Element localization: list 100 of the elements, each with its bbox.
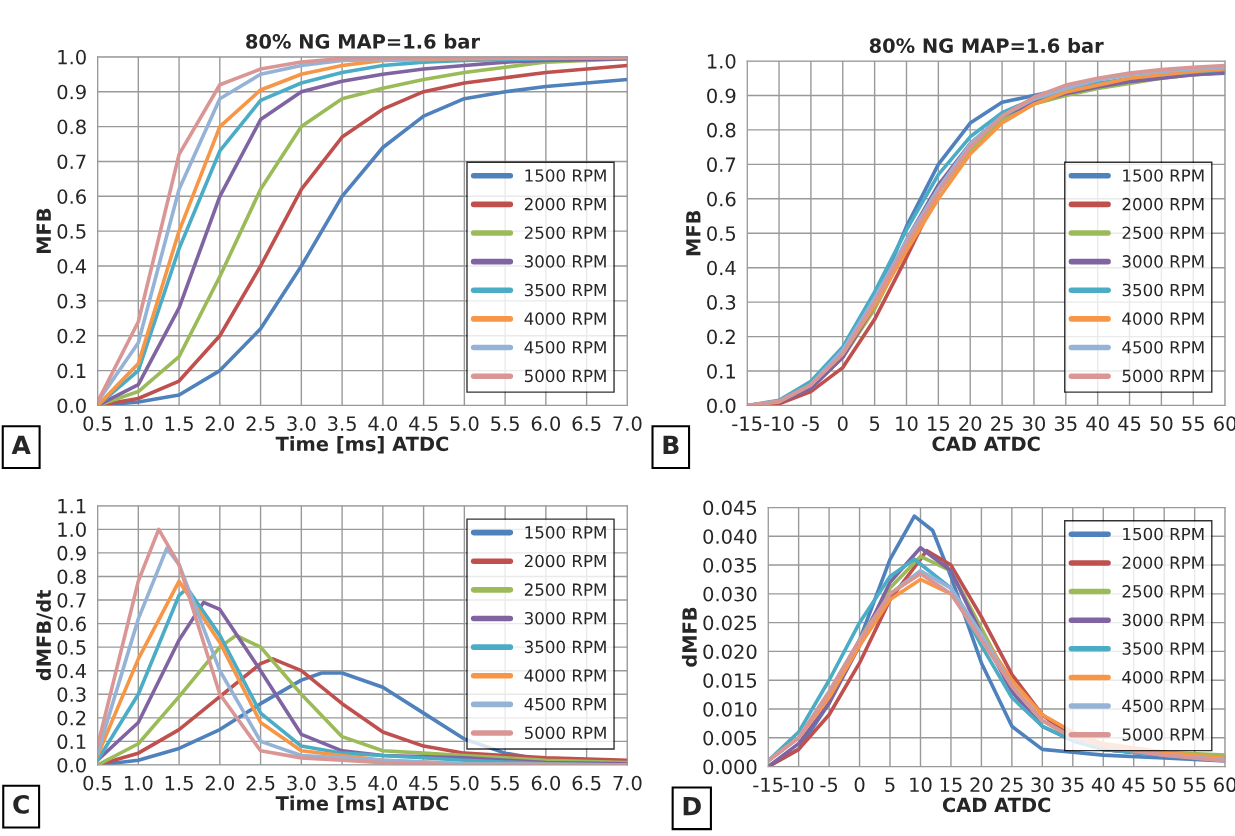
y-tick-label: 0.6 bbox=[57, 189, 86, 204]
y-tick-label: 0.035 bbox=[703, 558, 757, 573]
y-tick-label: 0.9 bbox=[707, 88, 736, 104]
x-tick-label: 6.0 bbox=[531, 775, 561, 791]
x-tick-label: 25 bbox=[991, 416, 1013, 431]
y-axis-title: dMFB bbox=[681, 607, 697, 667]
y-tick-label: 0.4 bbox=[707, 260, 736, 276]
x-tick-label: 0 bbox=[837, 416, 848, 431]
y-tick-label: 0.020 bbox=[703, 644, 757, 660]
x-tick-label: 2.0 bbox=[205, 416, 234, 431]
y-tick-label: 0.3 bbox=[57, 293, 86, 309]
text: C bbox=[13, 794, 29, 814]
legend-label: 2500 RPM bbox=[524, 226, 606, 240]
legend-label: 4000 RPM bbox=[524, 312, 606, 325]
legend-label: 4000 RPM bbox=[524, 669, 606, 682]
y-tick-label: 0.4 bbox=[57, 663, 87, 679]
legend-label: 3000 RPM bbox=[1122, 613, 1204, 627]
x-tick-label: 4.5 bbox=[409, 775, 438, 791]
legend-label: 2000 RPM bbox=[524, 554, 606, 568]
y-tick-label: 0.7 bbox=[57, 154, 86, 170]
x-tick-label: 50 bbox=[1150, 416, 1173, 431]
y-tick-label: 0.6 bbox=[707, 191, 736, 207]
legend-label: 1500 RPM bbox=[1123, 169, 1204, 182]
y-tick-label: 0.5 bbox=[57, 224, 86, 239]
legend-label: 1500 RPM bbox=[525, 526, 606, 539]
x-tick-label: 20 bbox=[959, 416, 982, 431]
legend-label: 2500 RPM bbox=[1122, 585, 1204, 598]
x-tick-label: 1.5 bbox=[165, 775, 193, 791]
x-tick-label: 25 bbox=[1000, 777, 1023, 793]
y-tick-label: 0.8 bbox=[57, 569, 86, 585]
y-tick-label: 0.3 bbox=[57, 687, 86, 702]
x-tick-label: 4.0 bbox=[368, 775, 398, 791]
y-tick-label: 0.030 bbox=[703, 586, 757, 602]
x-tick-label: 35 bbox=[1054, 416, 1077, 431]
x-tick-label: 15 bbox=[928, 416, 950, 431]
y-axis-title: MFB bbox=[686, 210, 701, 256]
x-tick-label: 45 bbox=[1122, 777, 1145, 793]
y-tick-label: 0.2 bbox=[57, 710, 86, 726]
y-tick-label: 1.1 bbox=[58, 498, 86, 514]
legend-label: 4500 RPM bbox=[1122, 699, 1204, 713]
x-tick-label: 2.5 bbox=[246, 416, 275, 431]
x-tick-label: 6.0 bbox=[531, 416, 561, 431]
x-tick-label: 0.5 bbox=[83, 416, 112, 431]
y-tick-label: 0.0 bbox=[57, 757, 86, 773]
x-tick-label: 6.5 bbox=[572, 775, 601, 791]
x-axis-title: Time [ms] ATDC bbox=[275, 436, 449, 454]
legend-label: 3000 RPM bbox=[1122, 255, 1204, 268]
y-tick-label: 0.7 bbox=[707, 157, 736, 173]
x-tick-label: -10 bbox=[783, 777, 814, 793]
y-tick-label: 0.1 bbox=[707, 363, 735, 379]
y-tick-label: 0.1 bbox=[57, 363, 86, 379]
y-tick-label: 0.9 bbox=[57, 84, 86, 100]
x-tick-label: 5.5 bbox=[491, 775, 519, 791]
x-tick-label: 20 bbox=[970, 777, 993, 793]
x-tick-label: 1.5 bbox=[165, 416, 193, 431]
x-tick-label: 3.0 bbox=[287, 775, 316, 791]
x-tick-label: 55 bbox=[1183, 777, 1206, 793]
text: A bbox=[11, 435, 31, 455]
x-tick-label: 4.5 bbox=[409, 416, 438, 431]
x-tick-label: 30 bbox=[1023, 416, 1046, 431]
legend-label: 5000 RPM bbox=[524, 726, 606, 740]
legend-label: 3500 RPM bbox=[1122, 283, 1204, 297]
x-tick-label: 5.0 bbox=[450, 416, 479, 431]
chart-title: 80% NG MAP=1.6 bar bbox=[246, 33, 480, 49]
y-tick-label: 0.010 bbox=[703, 701, 757, 717]
x-tick-label: 10 bbox=[910, 777, 932, 793]
y-tick-label: 0.0 bbox=[707, 398, 736, 414]
y-tick-label: 0.005 bbox=[703, 730, 757, 746]
x-tick-label: 0 bbox=[854, 777, 865, 793]
y-tick-label: 0.6 bbox=[57, 616, 86, 632]
legend-label: 1500 RPM bbox=[525, 169, 606, 182]
x-axis-title: Time [ms] ATDC bbox=[275, 795, 449, 813]
x-tick-label: 45 bbox=[1118, 416, 1141, 431]
y-tick-label: 0.025 bbox=[703, 615, 757, 631]
legend-label: 3500 RPM bbox=[1122, 642, 1204, 655]
y-tick-label: 0.5 bbox=[57, 640, 86, 655]
x-tick-label: 1.0 bbox=[124, 416, 153, 431]
legend-label: 5000 RPM bbox=[524, 369, 606, 383]
text: B bbox=[663, 435, 679, 455]
x-tick-label: 10 bbox=[896, 416, 918, 431]
legend-label: 4000 RPM bbox=[1122, 312, 1204, 325]
text: D bbox=[683, 796, 701, 816]
legend-label: 4000 RPM bbox=[1122, 670, 1204, 684]
legend-label: 2000 RPM bbox=[1122, 556, 1204, 569]
x-tick-label: 5.0 bbox=[450, 775, 479, 791]
y-tick-label: 0.1 bbox=[57, 734, 86, 750]
x-axis-title: CAD ATDC bbox=[942, 797, 1051, 813]
y-tick-label: 1.0 bbox=[58, 49, 86, 65]
y-tick-label: 0.8 bbox=[57, 119, 86, 135]
x-tick-label: 6.5 bbox=[572, 416, 601, 431]
x-tick-label: 3.5 bbox=[328, 416, 356, 431]
x-tick-label: 2.5 bbox=[246, 775, 275, 791]
x-tick-label: 55 bbox=[1182, 416, 1204, 431]
legend-label: 2500 RPM bbox=[1122, 226, 1204, 240]
x-tick-label: 3.0 bbox=[287, 416, 316, 431]
x-tick-label: 1.0 bbox=[124, 775, 153, 791]
x-axis-title: CAD ATDC bbox=[932, 436, 1040, 452]
x-tick-label: 2.0 bbox=[205, 775, 234, 791]
legend-label: 2500 RPM bbox=[524, 583, 606, 596]
y-tick-label: 0.015 bbox=[703, 673, 757, 688]
